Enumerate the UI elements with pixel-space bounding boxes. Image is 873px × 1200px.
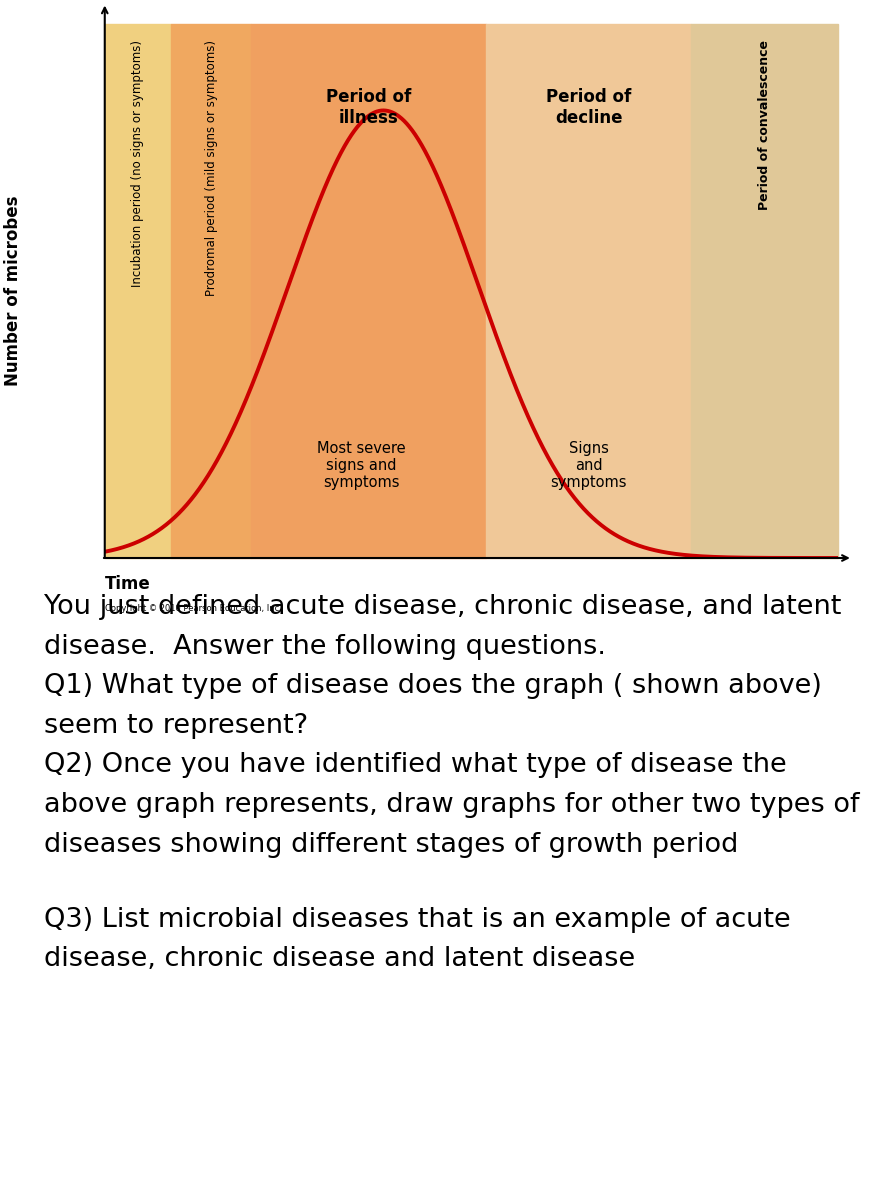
Text: You just defined acute disease, chronic disease, and latent: You just defined acute disease, chronic … [44, 594, 841, 620]
Text: Time: Time [105, 575, 150, 593]
Text: Period of
illness: Period of illness [327, 88, 411, 127]
Bar [691, 24, 838, 558]
Text: Number of microbes: Number of microbes [4, 196, 22, 386]
Text: Copyright © 2010 Pearson Education, Inc: Copyright © 2010 Pearson Education, Inc [105, 604, 279, 612]
Bar [105, 24, 171, 558]
Text: Period of convalescence: Period of convalescence [759, 40, 771, 210]
Text: Q3) List microbial diseases that is an example of acute: Q3) List microbial diseases that is an e… [44, 907, 790, 932]
Text: Q1) What type of disease does the graph ( shown above): Q1) What type of disease does the graph … [44, 673, 821, 700]
Text: disease.  Answer the following questions.: disease. Answer the following questions. [44, 634, 606, 660]
Text: Period of
decline: Period of decline [546, 88, 631, 127]
Text: Most severe
signs and
symptoms: Most severe signs and symptoms [317, 440, 406, 491]
Text: Incubation period (no signs or symptoms): Incubation period (no signs or symptoms) [131, 40, 144, 287]
Text: Q2) Once you have identified what type of disease the: Q2) Once you have identified what type o… [44, 752, 787, 779]
Text: disease, chronic disease and latent disease: disease, chronic disease and latent dise… [44, 947, 635, 972]
Text: Signs
and
symptoms: Signs and symptoms [551, 440, 627, 491]
Bar [251, 24, 486, 558]
Text: above graph represents, draw graphs for other two types of: above graph represents, draw graphs for … [44, 792, 859, 818]
Text: Prodromal period (mild signs or symptoms): Prodromal period (mild signs or symptoms… [204, 40, 217, 296]
Bar [171, 24, 251, 558]
Text: seem to represent?: seem to represent? [44, 713, 308, 739]
Bar [486, 24, 691, 558]
Text: diseases showing different stages of growth period: diseases showing different stages of gro… [44, 832, 738, 858]
